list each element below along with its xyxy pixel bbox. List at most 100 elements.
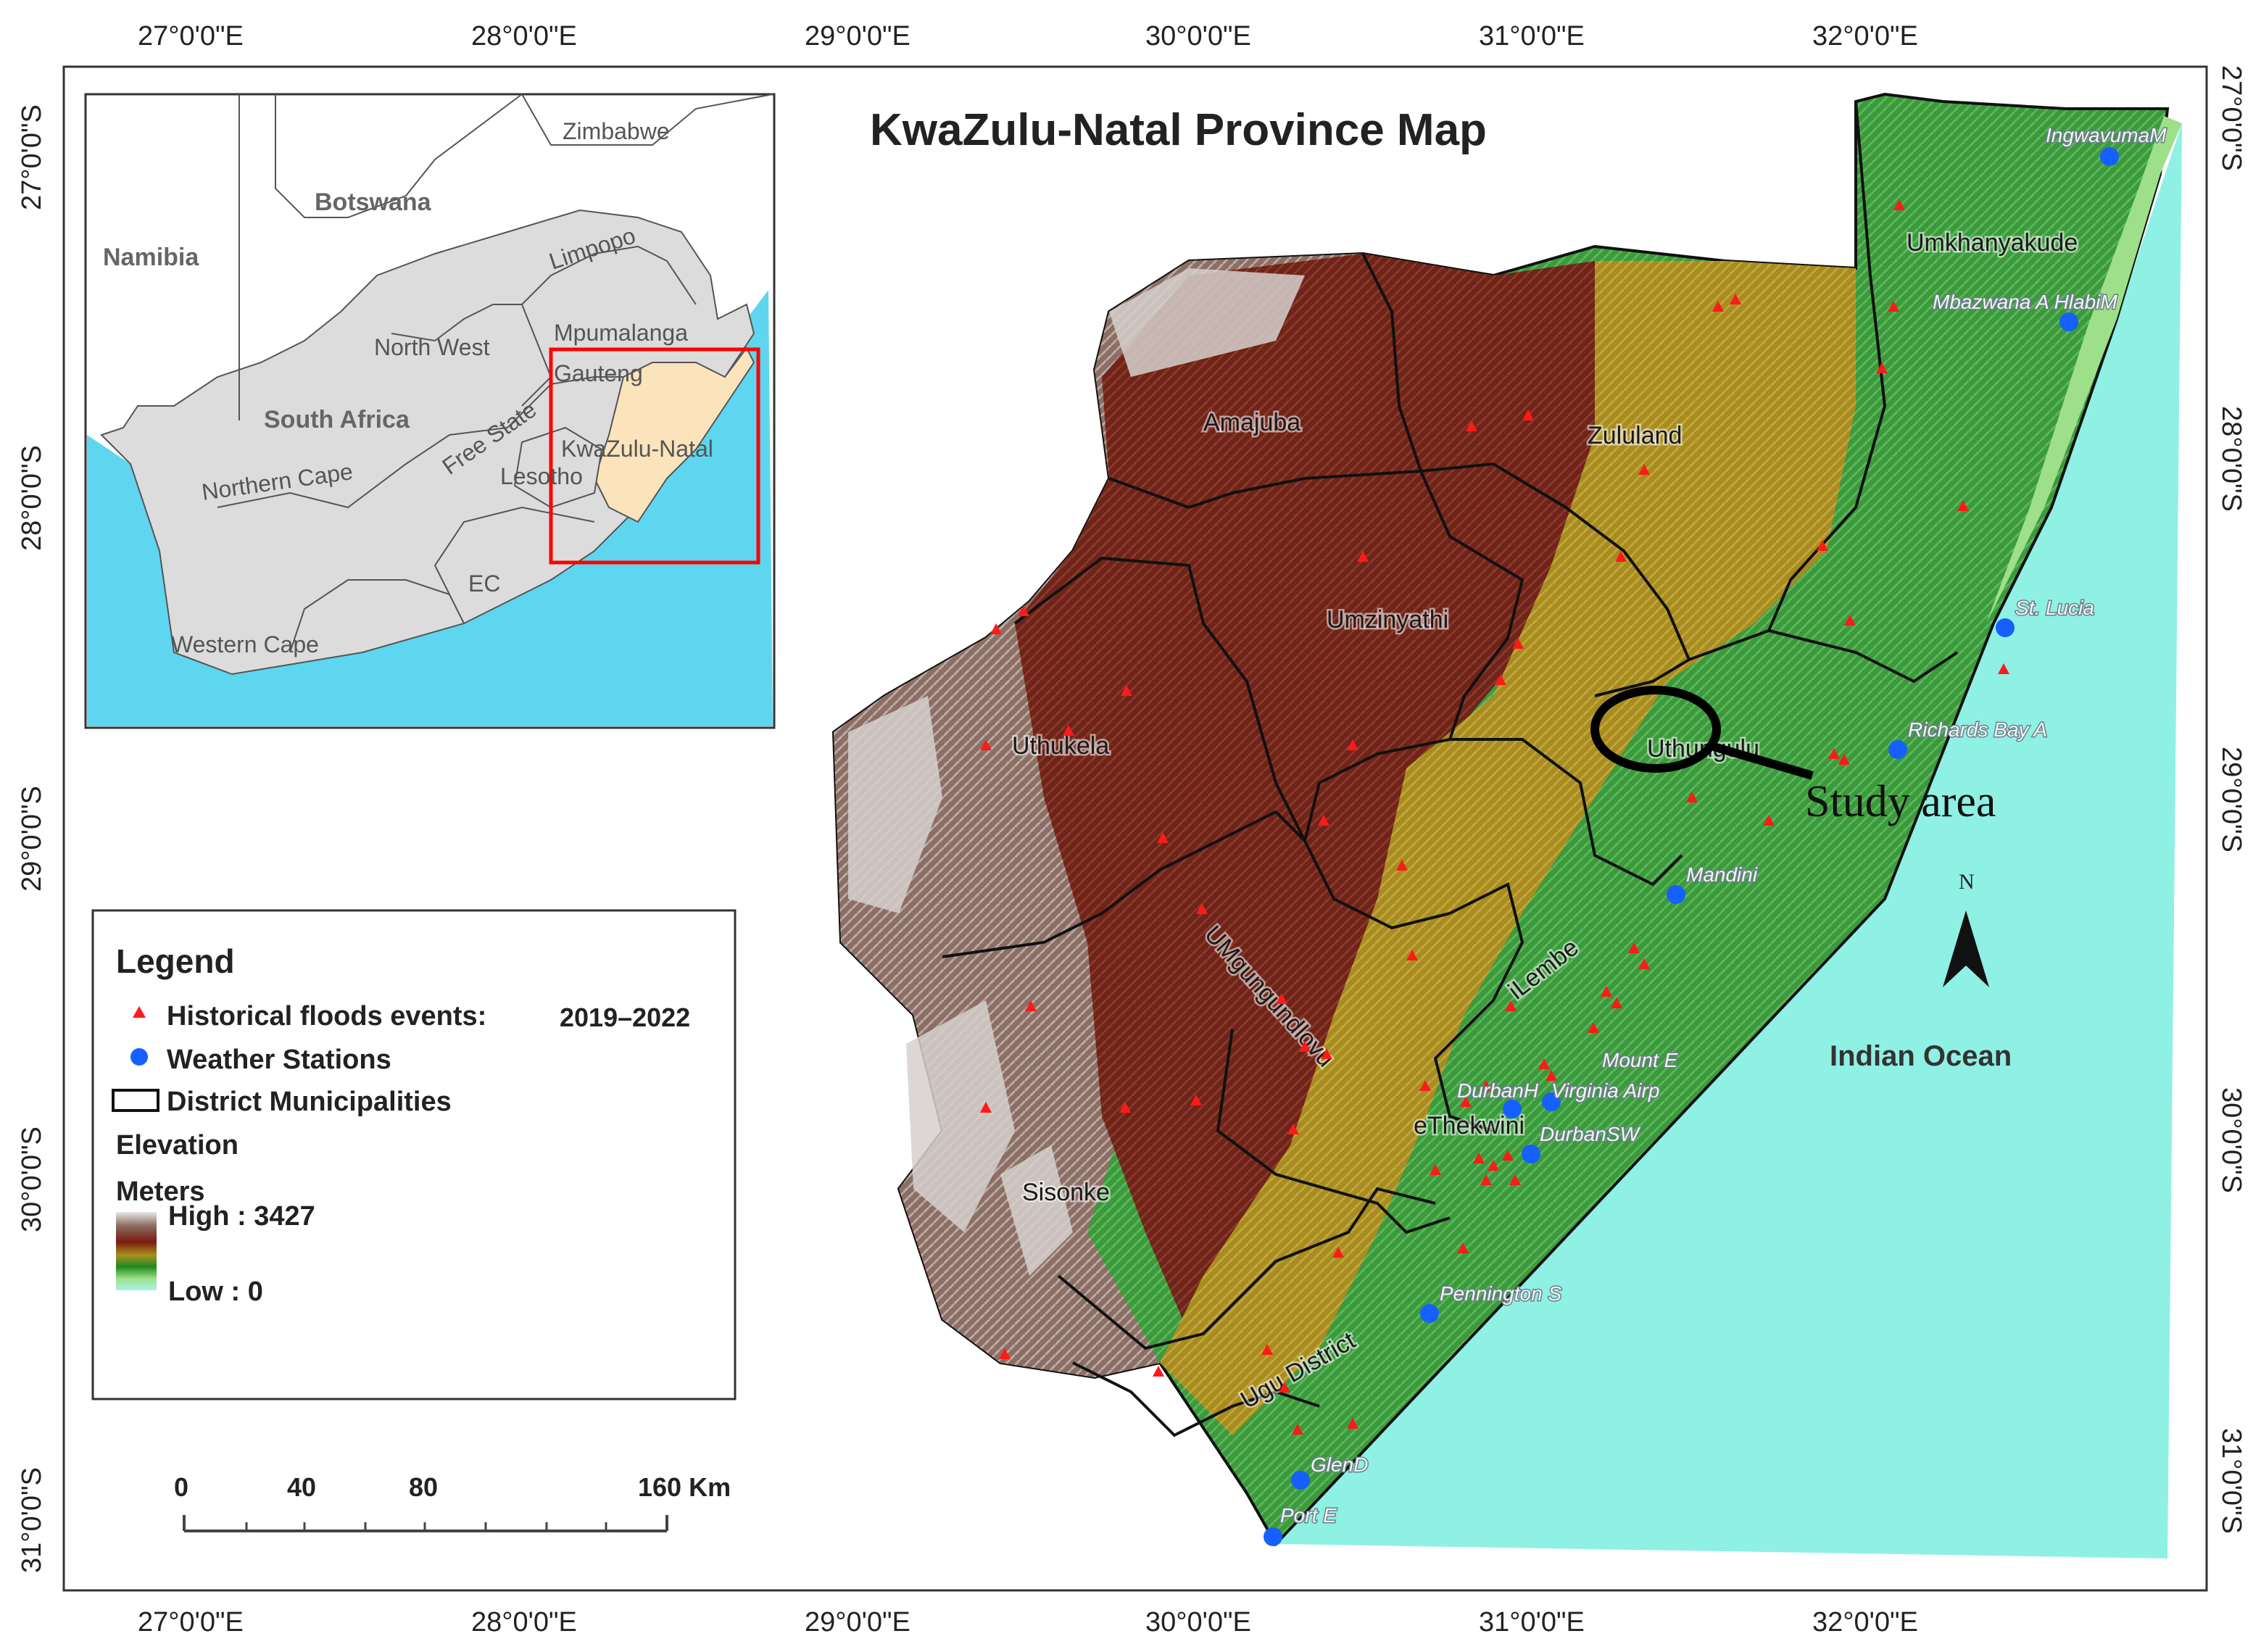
lat-label: 31°0'0"S [2216,1428,2247,1534]
elevation-light-patch-4 [1000,1145,1073,1276]
study-area-pointer [1712,742,1814,780]
station-label: St. Lucia [2015,597,2094,619]
flood-marker [1763,815,1775,826]
flood-marker [1321,1048,1332,1059]
district-label-zululand: Zululand [1588,422,1682,449]
station-label: DurbanSW [1540,1123,1641,1145]
coastal-strip [1986,116,2182,623]
flood-marker [999,1348,1011,1359]
flood-marker [1121,685,1132,696]
lon-label: 28°0'0"E [471,1607,577,1638]
flood-marker [1430,1164,1441,1175]
flood-marker [1509,1174,1521,1185]
lon-label: 30°0'0"E [1145,1607,1251,1638]
station-marker [2059,312,2078,331]
station-label: Pennington S [1440,1282,1561,1305]
legend-districts-label: District Municipalities [167,1087,452,1117]
flood-marker [1480,1174,1492,1185]
lon-label: 32°0'0"E [1812,21,1918,51]
inset-ocean-west [87,290,773,726]
legend-floods-label: Historical floods events: [167,1001,486,1032]
station-label: Richards Bay A [1908,718,2047,741]
inset-borders [217,94,773,653]
ocean-area [1276,123,2182,1558]
lon-label: 29°0'0"E [805,21,910,51]
lon-label: 29°0'0"E [805,1607,910,1638]
station-label: Virginia Airp [1551,1079,1659,1102]
scale-tick-label: 80 [409,1472,438,1502]
ocean-label: Indian Ocean [1830,1040,2012,1072]
inset-label-namibia: Namibia [103,244,199,271]
lon-label: 27°0'0"E [138,21,244,51]
station-label: Mandini [1686,863,1758,886]
legend: Legend Historical floods events: 2019–20… [91,909,737,1400]
lon-label: 27°0'0"E [138,1607,244,1638]
flood-marker [1153,1366,1164,1377]
lat-labels-left: 27°0'0"S 28°0'0"S 29°0'0"S 30°0'0"S 31°0… [17,104,47,1573]
inset-label-zimbabwe: Zimbabwe [563,118,670,144]
flood-marker [1538,1058,1550,1069]
lat-label: 31°0'0"S [17,1467,47,1573]
legend-high-label: High : 3427 [168,1201,315,1232]
district-label-uthukela: Uthukela [1012,732,1109,760]
inset-label-ec: EC [468,570,500,597]
lon-label: 28°0'0"E [471,21,577,51]
legend-stations-label: Weather Stations [167,1045,391,1075]
flood-marker [1119,1102,1131,1113]
flood-marker [1473,1153,1485,1163]
flood-marker [1546,1070,1557,1081]
study-area-circle [1590,686,1721,773]
inset-kwazulu-natal [593,346,755,523]
elevation-light-patch-3 [906,1000,1015,1232]
district-label-sisonke: Sisonke [1022,1179,1110,1206]
flood-marker [1190,1095,1202,1105]
legend-frame [91,909,737,1400]
weather-stations: IngwavumaM Mbazwana A HlabiM St. Lucia R… [1264,123,2168,1546]
flood-marker [1332,1247,1344,1258]
station-marker [1667,885,1685,904]
flood-marker [1025,1000,1037,1011]
scale-tick-label: 0 [174,1472,188,1502]
flood-marker [1817,540,1828,551]
flood-marker [1888,301,1899,312]
scale-tick-label: 40 [287,1472,316,1502]
district-label-amajuba: Amajuba [1203,409,1300,436]
flood-marker [1611,997,1622,1008]
lat-label: 28°0'0"S [17,445,47,551]
district-label-umkhanyakude: Umkhanyakude [1907,229,2078,257]
station-marker [1542,1092,1561,1111]
flood-marker [1957,500,1969,511]
inset-label-kwazulu-natal: KwaZulu-Natal [561,436,713,462]
lat-label: 27°0'0"S [2216,65,2247,171]
flood-marker [980,1102,992,1113]
flood-marker [1844,615,1856,626]
inset-map: Zimbabwe Botswana Namibia Limpopo North … [84,93,776,729]
district-label-umzinyathi: Umzinyathi [1327,606,1448,634]
flood-marker [1893,199,1905,210]
lat-label: 28°0'0"S [2216,406,2247,512]
lon-label: 32°0'0"E [1812,1607,1918,1638]
flood-marker [1601,986,1612,997]
north-arrow-label: N [1959,870,1975,894]
flood-marker [1466,420,1477,431]
flood-marker [1828,748,1840,759]
legend-meters-label: Meters [116,1176,205,1207]
north-arrow: N [1943,870,1989,987]
inset-highlight-frame [549,347,760,565]
inset-label-lesotho: Lesotho [500,463,583,489]
flood-marker [1396,860,1408,871]
lon-label: 30°0'0"E [1145,21,1251,51]
flood-marker [1998,663,2009,674]
station-label: Mbazwana A HlabiM [1933,291,2117,313]
flood-marker [1406,950,1418,960]
lon-label: 31°0'0"E [1479,21,1585,51]
station-marker [1420,1304,1439,1323]
inset-label-north-west: North West [374,334,490,360]
lon-labels-bottom: 27°0'0"E 28°0'0"E 29°0'0"E 30°0'0"E 31°0… [138,1607,1918,1638]
inset-label-western-cape: Western Cape [171,631,319,657]
station-marker [2100,147,2119,166]
flood-marker [1512,638,1524,649]
elevation-olive [1160,261,1856,1435]
flood-marker [1357,551,1369,562]
